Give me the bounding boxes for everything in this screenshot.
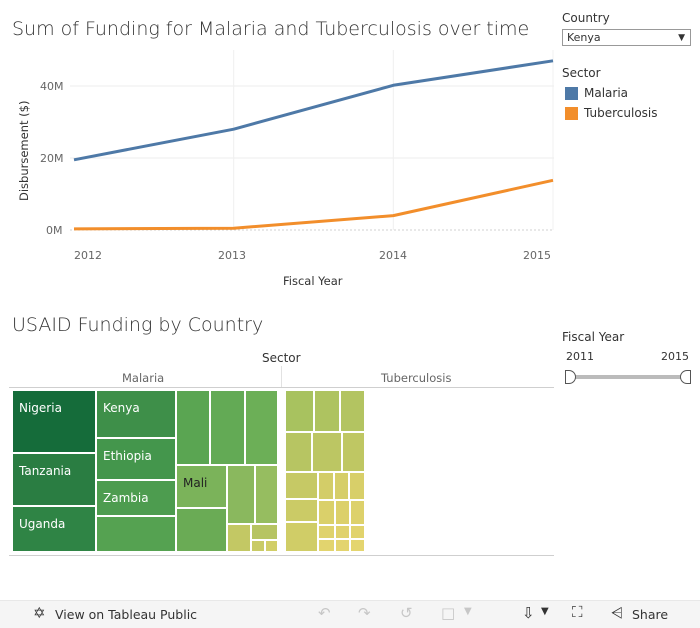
treemap-cell[interactable] [210,390,245,465]
fullscreen-icon[interactable]: ⛶ [572,603,583,621]
country-filter-label: Country [562,11,610,25]
tableau-logo-icon: ✡ [33,604,46,622]
x-tick: 2012 [74,249,102,262]
treemap-cell-tanzania[interactable]: Tanzania [12,453,96,506]
treemap-cell-zambia[interactable]: Zambia [96,480,176,516]
treemap-cell[interactable] [349,472,365,500]
cell-label: Uganda [19,517,66,531]
line-chart-title: Sum of Funding for Malaria and Tuberculo… [12,18,530,40]
treemap-cell[interactable] [265,540,278,552]
legend-swatch-tuberculosis [565,107,578,120]
slider-handle-max[interactable] [680,370,691,384]
tableau-toolbar: ✡ View on Tableau Public ↶ ↷ ↺ □ ▼ ⇩ ▼ ⛶… [0,600,700,628]
legend-swatch-malaria [565,87,578,100]
country-dropdown[interactable]: Kenya ▼ [562,29,691,46]
x-tick: 2013 [218,249,246,262]
cell-label: Nigeria [19,401,62,415]
y-axis-label: Disbursement ($) [17,100,31,201]
download-icon[interactable]: ⇩ [522,604,535,622]
treemap-cell[interactable] [312,432,342,472]
treemap-cell[interactable] [335,525,350,539]
treemap-cell[interactable] [335,539,350,552]
revert-icon[interactable]: ↺ [400,604,413,622]
cell-label: Mali [183,476,208,490]
treemap-cell-nigeria[interactable]: Nigeria [12,390,96,453]
x-tick: 2014 [379,249,407,262]
fiscal-year-min: 2011 [566,350,594,363]
treemap-cell[interactable] [285,472,318,499]
line-chart-plot[interactable] [70,50,560,250]
treemap-cell[interactable] [285,499,318,522]
y-tick: 40M [40,80,64,93]
treemap-cell[interactable] [227,465,255,524]
treemap-title: USAID Funding by Country [12,314,264,336]
slider-handle-min[interactable] [565,370,576,384]
treemap-cell[interactable] [176,508,227,552]
series-line-malaria[interactable] [73,59,554,162]
treemap-cell[interactable] [285,390,314,432]
treemap-tuberculosis [285,390,365,552]
treemap-cell[interactable] [314,390,340,432]
treemap-cell[interactable] [318,539,335,552]
treemap-cell[interactable] [251,524,278,540]
treemap-malaria: Nigeria Tanzania Uganda Kenya Ethiopia Z… [12,390,278,552]
treemap-cell[interactable] [176,390,210,465]
bottom-divider [9,555,554,556]
y-tick: 0M [46,224,63,237]
column-header-tuberculosis: Tuberculosis [381,371,452,385]
series-line-tuberculosis[interactable] [73,178,554,231]
fiscal-year-slider[interactable] [565,370,691,384]
y-tick: 20M [40,152,64,165]
share-icon[interactable]: ⩤ [611,604,624,622]
treemap-cell[interactable] [335,500,350,525]
cell-label: Tanzania [19,464,72,478]
legend-label: Tuberculosis [584,106,658,120]
view-on-tableau-public-link[interactable]: View on Tableau Public [55,607,198,622]
treemap-cell[interactable] [285,522,318,552]
legend-item-tuberculosis[interactable]: Tuberculosis [565,106,685,121]
treemap-header: Sector [262,351,301,365]
x-tick: 2015 [523,249,551,262]
treemap-cell[interactable] [227,524,251,552]
treemap-cell[interactable] [251,540,265,552]
treemap-cell[interactable] [334,472,349,500]
slider-track [569,375,687,379]
x-axis-label: Fiscal Year [283,274,343,288]
fiscal-year-max: 2015 [661,350,689,363]
undo-icon[interactable]: ↶ [318,604,331,622]
cell-label: Zambia [103,491,149,505]
column-header-malaria: Malaria [122,371,165,385]
treemap-cell-uganda[interactable]: Uganda [12,506,96,552]
redo-icon[interactable]: ↷ [358,604,371,622]
treemap-cell[interactable] [96,516,176,552]
chevron-down-icon[interactable]: ▼ [464,606,472,617]
treemap-cell[interactable] [245,390,278,465]
chevron-down-icon: ▼ [678,33,685,43]
country-dropdown-value: Kenya [567,31,601,44]
pause-updates-icon[interactable]: □ [441,604,456,622]
treemap-cell-kenya[interactable]: Kenya [96,390,176,438]
fiscal-year-filter-label: Fiscal Year [562,330,625,344]
treemap-cell[interactable] [255,465,278,524]
legend-item-malaria[interactable]: Malaria [565,86,685,101]
share-button[interactable]: Share [632,607,669,622]
chevron-down-icon[interactable]: ▼ [541,606,549,617]
treemap-cell[interactable] [350,500,365,525]
treemap-cell[interactable] [340,390,365,432]
treemap-cell[interactable] [318,500,335,525]
treemap-cell[interactable] [285,432,312,472]
sector-legend-title: Sector [562,66,601,80]
treemap-cell[interactable] [350,525,365,539]
treemap-cell[interactable] [318,525,335,539]
treemap-cell-ethiopia[interactable]: Ethiopia [96,438,176,480]
legend-label: Malaria [584,86,629,100]
column-separator [281,366,282,387]
treemap-cell[interactable] [350,539,365,552]
treemap-cell-mali[interactable]: Mali [176,465,227,508]
treemap-cell[interactable] [342,432,365,472]
treemap-cell[interactable] [318,472,334,500]
column-divider [9,387,554,388]
cell-label: Kenya [103,401,140,415]
cell-label: Ethiopia [103,449,152,463]
